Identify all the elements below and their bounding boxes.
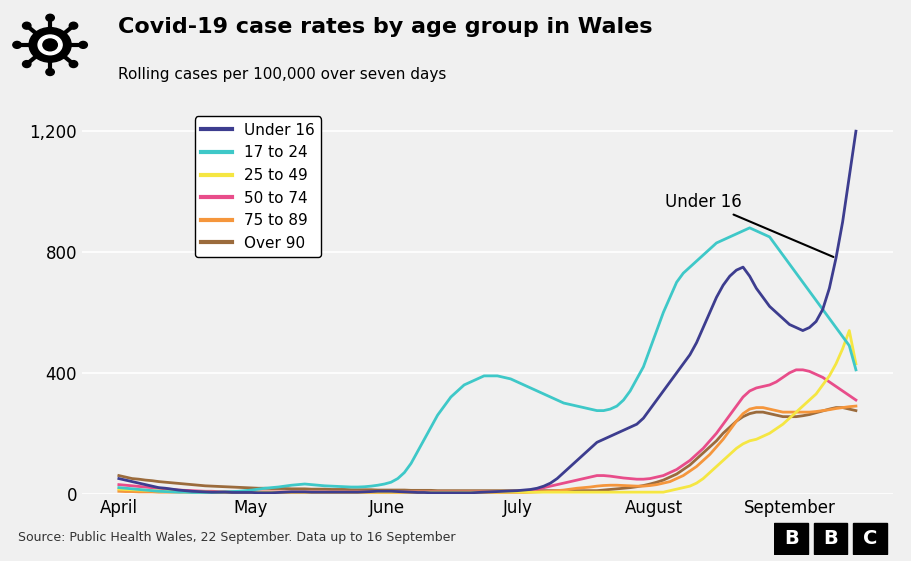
- FancyBboxPatch shape: [814, 523, 847, 554]
- Circle shape: [69, 22, 77, 29]
- Circle shape: [69, 61, 77, 67]
- Text: Covid-19 case rates by age group in Wales: Covid-19 case rates by age group in Wale…: [118, 17, 653, 37]
- Legend: Under 16, 17 to 24, 25 to 49, 50 to 74, 75 to 89, Over 90: Under 16, 17 to 24, 25 to 49, 50 to 74, …: [195, 117, 321, 257]
- Circle shape: [38, 35, 62, 55]
- Text: C: C: [863, 529, 877, 548]
- Text: Under 16: Under 16: [665, 193, 834, 257]
- Text: Rolling cases per 100,000 over seven days: Rolling cases per 100,000 over seven day…: [118, 67, 446, 82]
- Circle shape: [43, 39, 57, 51]
- Circle shape: [46, 68, 55, 76]
- Text: B: B: [824, 529, 838, 548]
- FancyBboxPatch shape: [774, 523, 808, 554]
- Text: Source: Public Health Wales, 22 September. Data up to 16 September: Source: Public Health Wales, 22 Septembe…: [18, 531, 456, 544]
- Circle shape: [46, 14, 55, 21]
- Circle shape: [79, 42, 87, 48]
- Circle shape: [13, 42, 21, 48]
- Circle shape: [23, 61, 31, 67]
- FancyBboxPatch shape: [854, 523, 886, 554]
- Circle shape: [29, 27, 71, 62]
- Text: B: B: [783, 529, 799, 548]
- Circle shape: [23, 22, 31, 29]
